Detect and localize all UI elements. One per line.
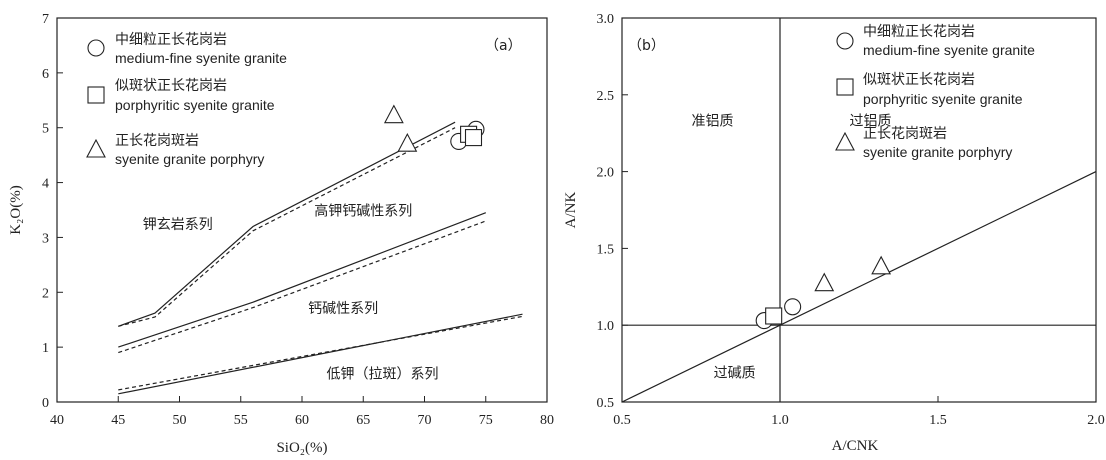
legend-label-en: porphyritic syenite granite [863,91,1023,107]
panel-a-x-axis-label: SiO₂(%) [276,440,327,456]
x-tick-label: 45 [111,413,125,428]
legend-circle-icon [836,32,854,50]
x-tick-label: 50 [173,413,187,428]
data-point-square [464,129,483,147]
legend-label-en: syenite granite porphyry [115,151,264,167]
legend-label-cn: 正长花岗斑岩 [863,126,947,142]
x-tick-label: 55 [234,413,248,428]
series-boundary-line [118,121,456,327]
y-tick-label: 2.0 [597,166,615,181]
series-boundary-line [621,171,1097,403]
y-tick-label: 3.0 [597,12,615,27]
y-tick-label: 1.5 [597,242,615,257]
y-tick-label: 0.5 [597,396,615,411]
data-point-triangle [383,104,404,124]
x-tick-label: 80 [540,413,554,428]
region-label: 过铝质 [850,114,892,130]
data-point-square [765,307,783,325]
x-tick-label: 0.5 [613,413,631,428]
y-tick-label: 5 [42,122,49,137]
legend-label-cn: 似斑状正长花岗岩 [863,72,975,88]
y-tick-label: 2 [42,286,49,301]
panel-b-y-axis-label: A/NK [563,192,579,229]
series-boundary-dashed-line [118,220,487,354]
legend-triangle-icon [835,131,855,151]
panel-b-label: （b） [628,38,665,54]
region-label: 低钾（拉斑）系列 [327,366,439,382]
panel-b-frame [621,17,1097,403]
legend-label-cn: 正长花岗斑岩 [115,133,199,149]
series-boundary-dashed-line [118,315,523,391]
y-tick-label: 4 [42,177,49,192]
y-tick-label: 3 [42,231,49,246]
panel-b-legend: 中细粒正长花岗岩 medium-fine syenite granite 似斑状… [835,24,1035,160]
panel-a-legend: 中细粒正长花岗岩 medium-fine syenite granite 似斑状… [86,32,287,167]
legend-label-cn: 中细粒正长花岗岩 [863,24,975,40]
legend-label-en: medium-fine syenite granite [863,42,1035,58]
series-boundary-line [118,212,487,348]
legend-label-en: medium-fine syenite granite [115,50,287,66]
region-label: 准铝质 [692,114,734,130]
series-boundary-dashed-line [118,127,456,327]
y-tick-label: 1.0 [597,319,615,334]
region-label: 钾玄岩系列 [143,216,213,233]
data-point-circle [784,298,802,316]
legend-label-cn: 中细粒正长花岗岩 [115,32,227,48]
y-tick-label: 7 [42,12,49,27]
region-label: 钙碱性系列 [308,301,378,317]
panel-a-y-axis-label: K₂O(%) [8,185,24,234]
x-tick-label: 60 [295,413,309,428]
x-tick-label: 1.5 [929,413,947,428]
panel-a-label: （a） [485,38,522,54]
panel-b-x-axis-label: A/CNK [832,438,879,454]
y-tick-label: 6 [42,67,49,82]
panel-b: （b） 中细粒正长花岗岩 medium-fine syenite granite… [563,12,1105,454]
legend-label-en: porphyritic syenite granite [115,97,275,113]
x-tick-label: 75 [479,413,493,428]
legend-label-en: syenite granite porphyry [863,144,1012,160]
legend-label-cn: 似斑状正长花岗岩 [115,78,227,94]
legend-triangle-icon [86,138,106,158]
region-label: 高钾钙碱性系列 [314,202,412,219]
data-point-triangle [397,132,418,152]
legend-square-icon [87,86,105,104]
x-tick-label: 2.0 [1087,413,1105,428]
data-point-triangle [871,255,892,275]
series-boundary-line [118,313,523,395]
y-tick-label: 2.5 [597,89,615,104]
data-point-triangle [814,272,835,292]
y-tick-label: 0 [42,396,49,411]
legend-square-icon [836,78,854,96]
x-tick-label: 1.0 [771,413,789,428]
panel-a-frame [56,17,548,403]
x-tick-label: 40 [50,413,64,428]
x-tick-label: 65 [356,413,370,428]
y-tick-label: 1 [42,341,49,356]
region-label: 过碱质 [714,365,756,381]
panel-a: （a） 中细粒正长花岗岩 medium-fine syenite granite… [8,12,554,456]
legend-circle-icon [87,39,105,57]
x-tick-label: 70 [418,413,432,428]
